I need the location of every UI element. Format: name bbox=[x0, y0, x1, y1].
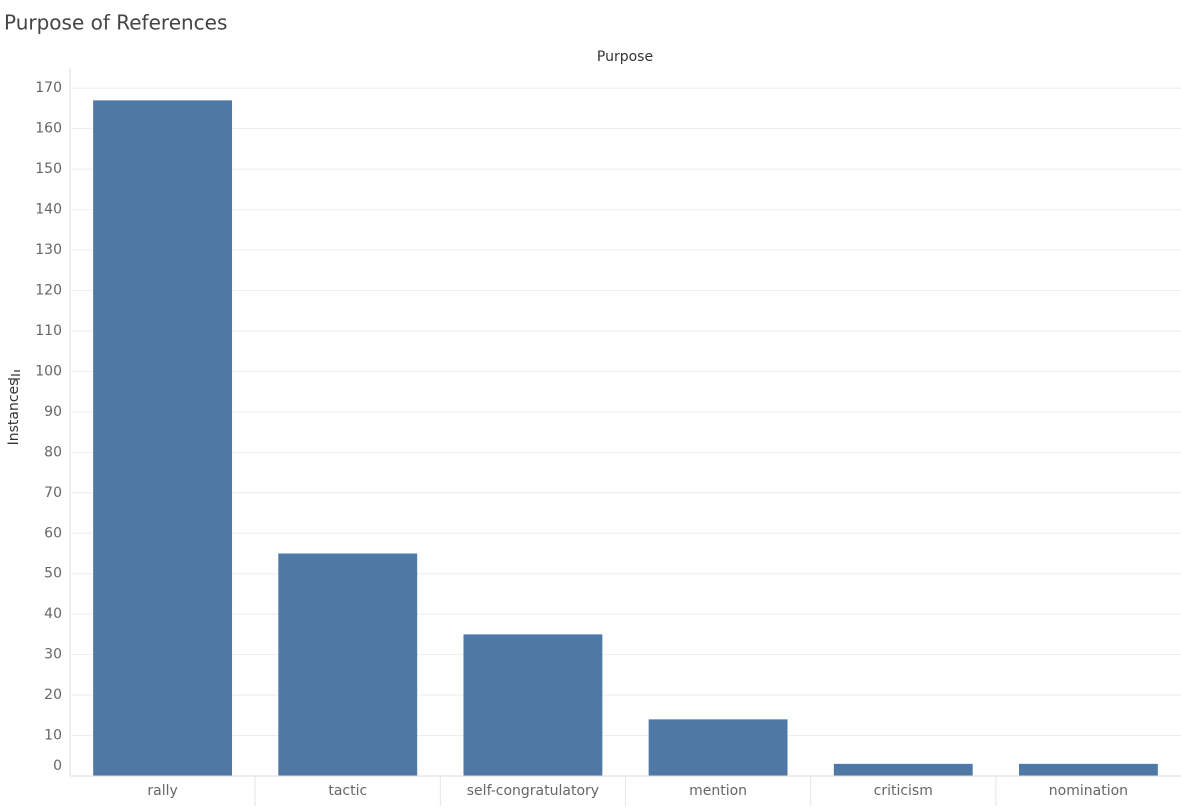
x-header: Purpose bbox=[597, 49, 653, 65]
y-tick-label: 70 bbox=[44, 485, 62, 501]
y-tick-label: 170 bbox=[35, 80, 62, 96]
x-tick-label: criticism bbox=[874, 783, 933, 799]
y-axis-label: Instances bbox=[6, 379, 22, 446]
chart-title: Purpose of References bbox=[4, 11, 227, 35]
bar bbox=[833, 763, 973, 776]
y-tick-label: 30 bbox=[44, 647, 62, 663]
y-tick-label: 0 bbox=[53, 758, 62, 774]
x-tick-label: tactic bbox=[328, 783, 367, 799]
y-tick-label: 10 bbox=[44, 728, 62, 744]
bar bbox=[463, 634, 603, 776]
y-tick-label: 160 bbox=[35, 121, 62, 137]
bar bbox=[278, 553, 418, 776]
bar bbox=[1018, 763, 1158, 776]
y-tick-label: 80 bbox=[44, 444, 62, 460]
y-tick-label: 110 bbox=[35, 323, 62, 339]
sort-icon[interactable] bbox=[8, 370, 20, 380]
y-tick-label: 100 bbox=[35, 363, 62, 379]
x-tick-label: self-congratulatory bbox=[467, 783, 599, 799]
y-tick-label: 90 bbox=[44, 404, 62, 420]
y-tick-label: 50 bbox=[44, 566, 62, 582]
x-tick-label: nomination bbox=[1049, 783, 1128, 799]
x-tick-label: rally bbox=[147, 783, 177, 799]
bar bbox=[93, 100, 233, 776]
y-tick-label: 40 bbox=[44, 606, 62, 622]
bar bbox=[648, 719, 788, 776]
y-tick-label: 20 bbox=[44, 687, 62, 703]
y-tick-label: 120 bbox=[35, 283, 62, 299]
y-tick-label: 130 bbox=[35, 242, 62, 258]
y-tick-label: 150 bbox=[35, 161, 62, 177]
x-tick-label: mention bbox=[689, 783, 747, 799]
y-tick-label: 60 bbox=[44, 525, 62, 541]
y-tick-label: 140 bbox=[35, 202, 62, 218]
